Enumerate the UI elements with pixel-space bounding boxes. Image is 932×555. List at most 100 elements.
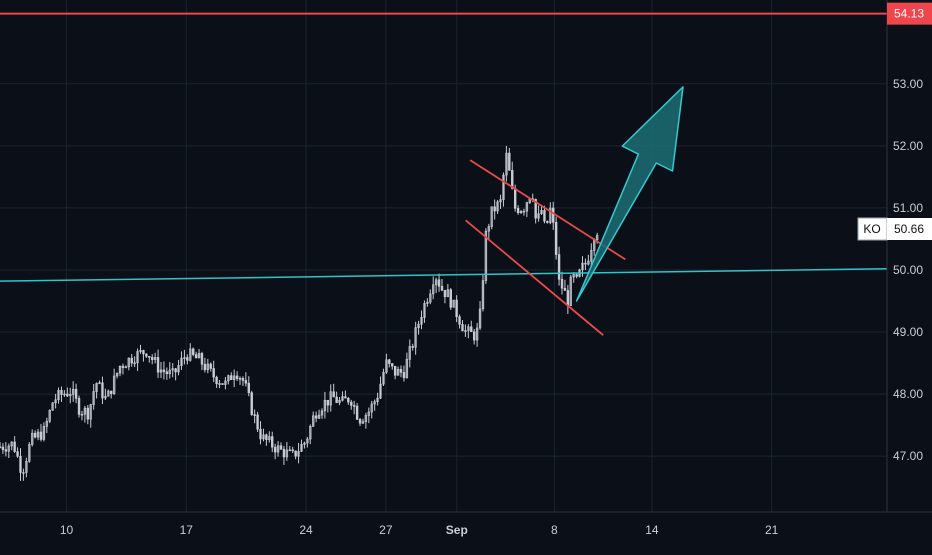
candle-body: [162, 369, 166, 373]
candle-body: [4, 449, 8, 452]
candle-body: [71, 388, 75, 395]
candle-body: [271, 436, 274, 448]
candle-body: [470, 326, 473, 333]
candle-body: [516, 208, 520, 213]
candle-body: [391, 363, 394, 367]
candle-body: [370, 403, 373, 413]
candle-body: [124, 366, 128, 369]
candle-body: [189, 348, 192, 361]
symbol-label: KO: [863, 222, 880, 236]
candle-body: [36, 431, 40, 438]
candle-body: [268, 436, 271, 440]
candle-body: [581, 262, 584, 271]
candle-body: [432, 284, 435, 295]
candles: [0, 145, 599, 481]
candle-body: [557, 254, 561, 280]
candle-body: [449, 289, 452, 308]
candle-body: [115, 372, 119, 377]
candle-body: [215, 376, 218, 385]
candle-body: [7, 445, 10, 452]
candle-body: [174, 368, 177, 373]
candle-body: [379, 383, 382, 399]
candle-body: [429, 293, 432, 303]
y-tick-label: 48.00: [893, 387, 923, 401]
candle-body: [273, 446, 277, 453]
drawings[interactable]: [0, 12, 888, 336]
candle-body: [259, 428, 262, 440]
candle-body: [101, 382, 104, 399]
x-tick-label: 17: [180, 523, 194, 537]
candle-body: [159, 369, 163, 373]
candle-body: [285, 449, 289, 458]
candle-body: [151, 357, 154, 360]
candle-body: [388, 359, 391, 364]
channel-lower-line: [465, 219, 604, 336]
x-tick-label: 8: [551, 523, 558, 537]
candle-body: [33, 432, 37, 438]
candle-body: [552, 207, 555, 223]
candle-body: [104, 395, 107, 399]
resistance-price-label: 54.13: [894, 7, 924, 21]
candle-body: [525, 202, 529, 212]
candle-body: [148, 356, 151, 358]
candle-body: [338, 399, 341, 403]
candle-body: [63, 393, 66, 396]
candle-body: [595, 235, 599, 241]
candle-body: [446, 289, 450, 298]
candle-body: [186, 357, 189, 361]
candle-body: [89, 404, 92, 420]
candle-body: [60, 390, 63, 395]
candle-body: [107, 390, 110, 397]
candle-body: [402, 372, 406, 379]
x-tick-label: 27: [379, 523, 393, 537]
candle-body: [221, 383, 224, 385]
candle-body: [227, 375, 230, 382]
candle-body: [373, 401, 376, 405]
candle-body: [230, 375, 233, 381]
candle-body: [350, 401, 353, 406]
candle-body: [291, 449, 294, 452]
candle-body: [484, 230, 488, 281]
candle-body: [279, 445, 283, 450]
candle-body: [25, 461, 28, 473]
candle-body: [314, 415, 318, 419]
candle-body: [48, 410, 51, 422]
candle-body: [467, 326, 470, 331]
candle-body: [358, 419, 362, 424]
candle-body: [499, 199, 502, 203]
candle-body: [584, 262, 587, 265]
x-tick-label: 14: [645, 523, 659, 537]
candle-body: [247, 382, 251, 393]
candle-body: [253, 414, 256, 416]
candle-body: [51, 402, 54, 411]
candle-body: [19, 456, 22, 473]
candle-body: [191, 348, 195, 355]
candle-body: [326, 399, 330, 406]
candle-body: [546, 220, 549, 223]
support-trendline: [0, 267, 888, 282]
candle-body: [66, 393, 69, 397]
candle-body: [543, 210, 546, 222]
candle-body: [496, 201, 499, 212]
candle-body: [42, 426, 46, 440]
candle-body: [98, 382, 101, 385]
candle-body: [156, 357, 160, 373]
candle-body: [130, 357, 133, 364]
candle-body: [481, 280, 485, 310]
candle-body: [206, 363, 210, 371]
candle-body: [487, 226, 491, 232]
candle-body: [414, 327, 417, 348]
candle-body: [549, 207, 552, 223]
grid: [0, 0, 887, 512]
candle-body: [513, 188, 517, 209]
candle-body: [560, 279, 564, 289]
breakout-arrow: [575, 86, 684, 302]
channel-upper-line: [469, 159, 626, 261]
candle-body: [361, 421, 365, 424]
candle-body: [39, 431, 43, 440]
candle-body: [145, 353, 148, 357]
candle-body: [209, 363, 212, 369]
candle-body: [352, 405, 356, 407]
